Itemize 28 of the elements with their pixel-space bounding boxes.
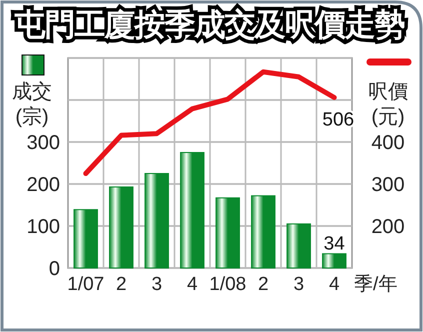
x-tick-label: 2 [116,274,127,295]
y-tick-label: 300 [26,132,60,154]
bar [251,195,276,268]
x-tick-label: 4 [186,274,198,295]
x-tick-label: 4 [328,274,340,295]
x-tick-label: 1/07 [67,274,104,295]
data-label: 506 [322,109,354,130]
y-axis-title: 成交(宗) [12,81,52,128]
y-tick-label: 100 [26,216,60,238]
y-tick-label: 0 [48,258,60,280]
bar [322,253,346,268]
bar [74,209,98,268]
x-tick-label: 2 [258,274,269,295]
x-tick-label: 1/08 [209,274,246,295]
bar [109,186,134,268]
bar [180,152,204,268]
x-tick-label: 3 [293,274,304,295]
bar [286,223,311,268]
y2-axis-title: 呎價(元) [368,81,408,128]
bar [216,197,240,268]
y-tick-label: 200 [26,174,60,196]
data-label: 34 [324,234,346,255]
bar [144,173,169,268]
x-tick-label: 3 [151,274,162,295]
y2-tick-label: 300 [371,174,405,196]
y2-tick-label: 200 [371,216,405,238]
y2-tick-label: 400 [371,132,405,154]
x-axis-title: 季/年 [354,274,398,295]
